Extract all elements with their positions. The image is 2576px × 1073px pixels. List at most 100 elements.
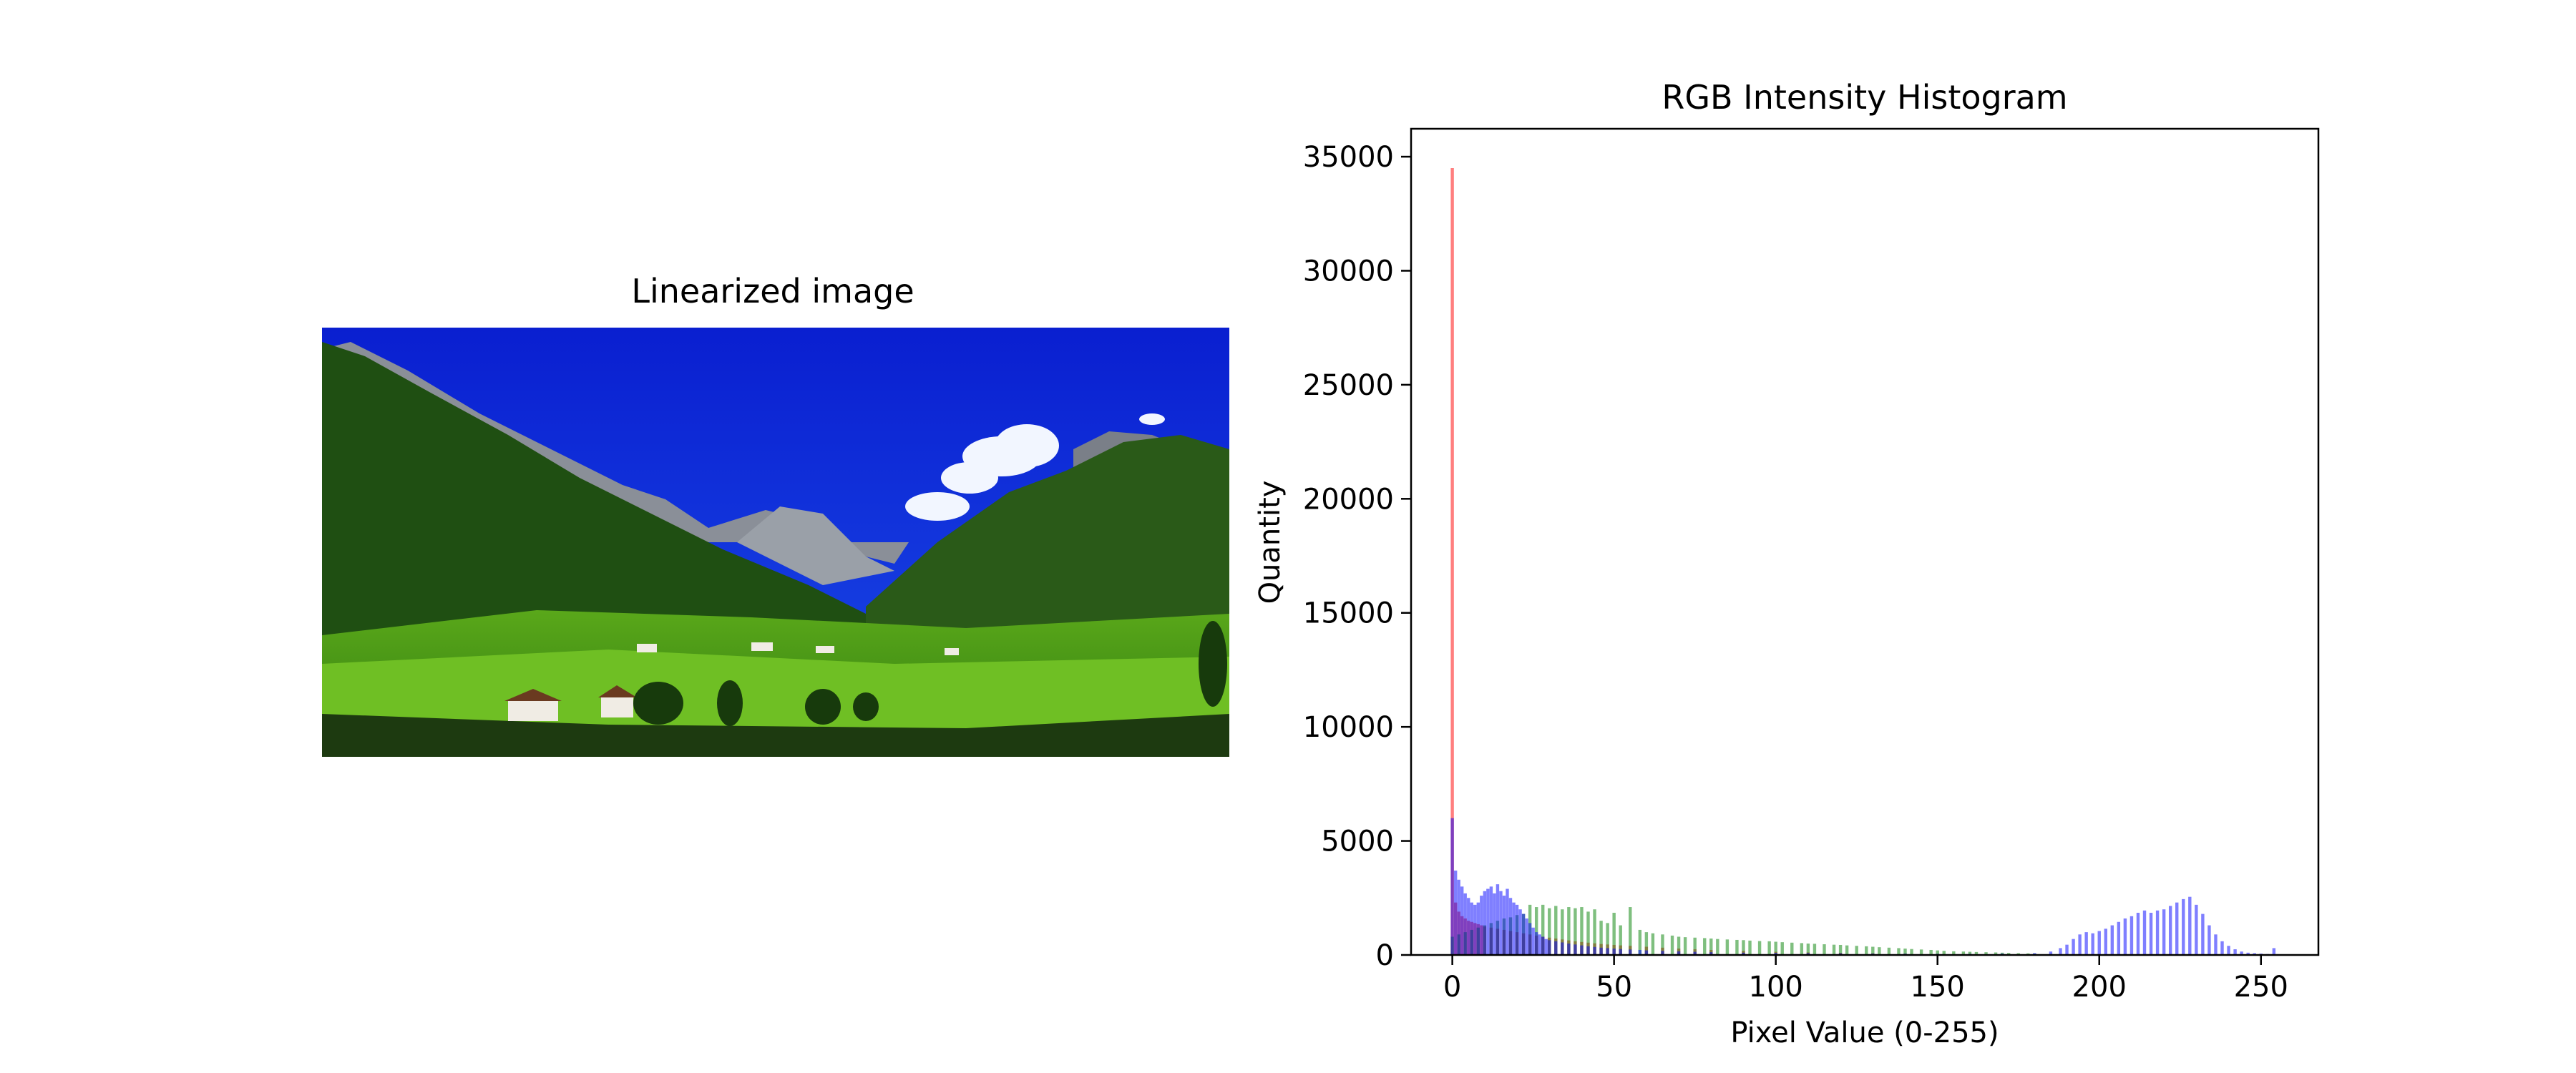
green-bar xyxy=(1974,951,1979,955)
blue-bar xyxy=(2149,913,2153,955)
green-bar xyxy=(1929,949,1933,955)
green-bar xyxy=(1606,923,1609,955)
red-series xyxy=(1450,168,2276,955)
y-tick-label: 35000 xyxy=(1303,141,1394,174)
green-bar xyxy=(1567,907,1571,955)
blue-bar xyxy=(2078,934,2082,955)
blue-bar xyxy=(2188,896,2192,955)
green-bar xyxy=(1709,939,1713,955)
green-series xyxy=(1450,904,2263,955)
blue-bar xyxy=(2227,946,2230,955)
blue-bar xyxy=(1483,891,1487,955)
x-tick-label: 0 xyxy=(1443,971,1461,1004)
blue-bar xyxy=(2117,921,2121,955)
blue-bar xyxy=(1525,918,1528,955)
blue-bar xyxy=(1480,896,1483,955)
y-tick-label: 10000 xyxy=(1303,711,1394,744)
blue-bar xyxy=(1661,951,1664,955)
blue-bar xyxy=(1531,927,1535,955)
green-bar xyxy=(1612,913,1616,955)
green-bar xyxy=(1800,943,1804,955)
y-tick-label: 5000 xyxy=(1321,825,1394,858)
green-bar xyxy=(1661,934,1664,955)
green-bar xyxy=(1855,946,1858,955)
red-bar xyxy=(1450,168,1454,955)
blue-bar xyxy=(1460,886,1464,955)
blue-bar xyxy=(1774,953,1777,955)
blue-bar xyxy=(2104,929,2107,955)
green-bar xyxy=(1670,935,1674,955)
blue-bar xyxy=(1567,944,1571,955)
green-bar xyxy=(1806,944,1810,955)
blue-bar xyxy=(2110,925,2114,955)
blue-bar xyxy=(2123,918,2127,955)
blue-bar xyxy=(1506,888,1509,955)
x-tick-label: 200 xyxy=(2072,971,2127,1004)
green-bar xyxy=(1716,939,1719,955)
green-bar xyxy=(1757,941,1762,955)
blue-bar xyxy=(1493,893,1496,955)
blue-bar xyxy=(1548,940,1551,955)
blue-bar xyxy=(2155,910,2160,955)
blue-bar xyxy=(2233,949,2237,955)
blue-bar xyxy=(1521,913,1526,955)
blue-bar xyxy=(1450,818,1454,955)
blue-bar xyxy=(2065,944,2069,955)
blue-bar xyxy=(1806,953,1810,955)
blue-bar xyxy=(2246,952,2250,955)
green-bar xyxy=(1599,921,1603,955)
green-bar xyxy=(1580,907,1584,955)
blue-bar xyxy=(1599,947,1603,955)
green-bar xyxy=(1984,952,1988,955)
blue-bar xyxy=(1541,936,1545,955)
blue-bar xyxy=(2175,902,2179,955)
blue-bar xyxy=(2207,925,2211,955)
green-bar xyxy=(1952,951,1956,955)
green-bar xyxy=(1742,940,1745,955)
blue-bar xyxy=(1518,909,1522,955)
blue-bar xyxy=(1544,939,1548,955)
blue-bar xyxy=(1709,952,1713,955)
green-bar xyxy=(1961,951,1966,955)
green-bar xyxy=(2006,953,2011,955)
y-axis: 0 5000 10000 15000 20000 25000 30000 35000 xyxy=(1303,141,1411,972)
green-bar xyxy=(1865,946,1868,955)
blue-bar xyxy=(2220,941,2224,955)
blue-bar xyxy=(1619,949,1622,955)
blue-bar xyxy=(2072,939,2075,955)
blue-bar xyxy=(1561,942,1564,955)
green-bar xyxy=(2016,953,2020,955)
y-tick-label: 30000 xyxy=(1303,255,1394,288)
green-bar xyxy=(1919,949,1923,955)
green-bar xyxy=(1629,907,1632,955)
blue-bar xyxy=(2182,898,2185,955)
green-bar xyxy=(1554,906,1558,955)
blue-bar xyxy=(1629,949,1632,955)
green-bar xyxy=(1593,909,1596,955)
blue-bar xyxy=(1486,888,1490,955)
blue-bar xyxy=(2142,910,2147,955)
blue-bar xyxy=(1612,949,1616,955)
y-tick-label: 25000 xyxy=(1303,369,1394,402)
blue-bar xyxy=(1508,898,1513,955)
green-bar xyxy=(1942,951,1946,955)
blue-bar xyxy=(2097,931,2101,955)
blue-bar xyxy=(2214,934,2218,955)
green-bar xyxy=(1871,946,1875,955)
green-bar xyxy=(1725,939,1729,955)
blue-bar xyxy=(2049,951,2053,955)
y-tick-label: 20000 xyxy=(1303,483,1394,516)
landscape-photo xyxy=(322,328,1229,757)
image-title: Linearized image xyxy=(631,272,914,310)
green-bar xyxy=(1887,947,1891,955)
green-bar xyxy=(1813,944,1817,955)
green-bar xyxy=(1534,907,1538,955)
image-panel: Linearized image xyxy=(0,0,1252,1073)
blue-bar xyxy=(1534,932,1538,955)
green-bar xyxy=(1878,947,1881,955)
x-tick-label: 50 xyxy=(1596,971,1632,1004)
green-bar xyxy=(1541,904,1545,955)
green-bar xyxy=(1897,948,1901,955)
blue-bar xyxy=(1574,944,1577,955)
